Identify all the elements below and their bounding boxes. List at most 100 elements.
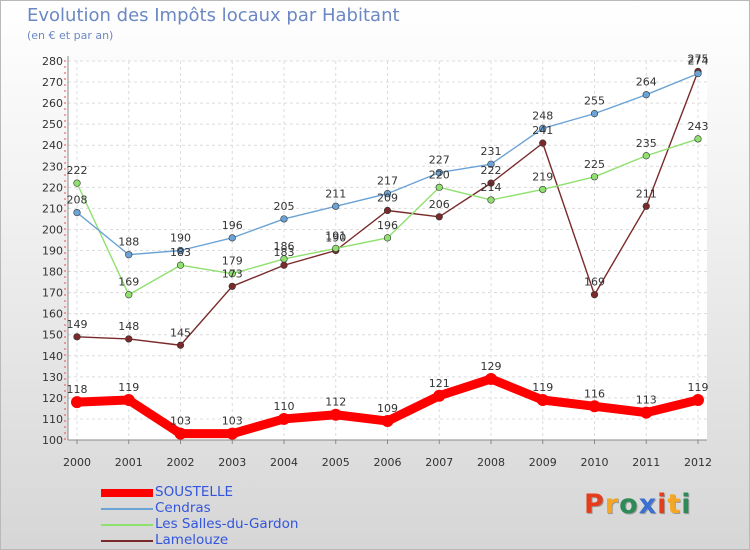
data-label: 113 xyxy=(636,394,657,407)
data-label: 190 xyxy=(325,232,346,245)
x-tick-label: 2012 xyxy=(684,456,712,469)
data-point xyxy=(487,196,495,204)
y-tick-label: 230 xyxy=(42,160,63,173)
legend-label: SOUSTELLE xyxy=(155,484,233,500)
data-point xyxy=(73,209,81,217)
grid-layer xyxy=(68,60,707,441)
series-layer xyxy=(71,67,704,440)
data-label: 214 xyxy=(481,181,502,194)
y-tick-label: 170 xyxy=(42,287,63,300)
data-point xyxy=(640,406,653,419)
data-label: 110 xyxy=(274,400,295,413)
data-point xyxy=(280,261,288,269)
legend-swatch xyxy=(101,540,153,542)
data-point xyxy=(487,179,495,187)
data-point xyxy=(694,135,702,143)
data-label: 116 xyxy=(584,387,605,400)
data-point xyxy=(176,246,185,255)
data-label: 208 xyxy=(67,194,88,207)
data-point xyxy=(73,179,81,187)
data-point xyxy=(381,415,394,428)
data-label: 103 xyxy=(222,415,243,428)
data-label: 119 xyxy=(118,381,139,394)
y-tick-label: 100 xyxy=(42,434,63,447)
data-label: 179 xyxy=(222,255,243,268)
data-point xyxy=(539,139,547,147)
data-label: 243 xyxy=(688,120,709,133)
data-point xyxy=(280,215,288,223)
y-tick-label: 210 xyxy=(42,202,63,215)
data-point xyxy=(122,393,135,406)
y-tick-label: 220 xyxy=(42,181,63,194)
data-label: 119 xyxy=(688,381,709,394)
x-tick-label: 2010 xyxy=(581,456,609,469)
data-point xyxy=(692,393,704,406)
chart-title: Evolution des Impôts locaux par Habitant xyxy=(27,5,400,26)
data-point xyxy=(642,202,650,210)
data-point xyxy=(278,412,290,425)
chart-subtitle: (en € et par an) xyxy=(27,29,114,42)
data-point xyxy=(125,251,133,259)
y-tick-label: 180 xyxy=(42,266,63,279)
data-point xyxy=(588,400,601,413)
y-tick-label: 280 xyxy=(42,55,63,68)
x-tick-label: 2004 xyxy=(270,456,298,469)
x-tick-label: 2005 xyxy=(322,456,350,469)
x-tick-label: 2007 xyxy=(425,456,453,469)
data-point xyxy=(383,190,392,198)
data-point xyxy=(228,270,236,278)
x-tick-label: 2000 xyxy=(63,456,91,469)
y-tick-label: 260 xyxy=(42,97,63,110)
data-point xyxy=(174,427,187,440)
data-point xyxy=(435,213,443,221)
data-label: 209 xyxy=(377,191,398,204)
y-tick-label: 190 xyxy=(42,245,63,258)
data-label: 173 xyxy=(222,267,243,280)
x-tick-label: 2009 xyxy=(529,456,557,469)
x-tick-label: 2002 xyxy=(167,456,195,469)
x-tick-label: 2006 xyxy=(374,456,402,469)
data-point xyxy=(228,234,236,242)
data-label: 148 xyxy=(118,320,139,333)
data-label: 109 xyxy=(377,402,398,415)
data-label: 169 xyxy=(584,276,605,289)
data-point xyxy=(280,255,288,263)
y-tick-label: 240 xyxy=(42,139,63,152)
data-label: 183 xyxy=(274,246,295,259)
data-point xyxy=(435,183,443,191)
y-tick-label: 200 xyxy=(42,223,63,236)
data-point xyxy=(642,152,650,160)
y-tick-label: 150 xyxy=(42,329,63,342)
data-point xyxy=(433,389,446,402)
data-point xyxy=(383,206,392,215)
data-point xyxy=(694,70,702,78)
data-point xyxy=(73,333,81,341)
y-tick-label: 110 xyxy=(42,413,63,426)
data-label: 206 xyxy=(429,198,450,211)
data-label: 211 xyxy=(325,187,346,200)
data-point xyxy=(642,91,650,99)
data-label: 186 xyxy=(274,240,295,253)
y-tick-label: 250 xyxy=(42,118,63,131)
data-label: 169 xyxy=(118,276,139,289)
data-label: 118 xyxy=(67,383,88,396)
data-label: 217 xyxy=(377,175,398,188)
data-label: 274 xyxy=(688,55,709,68)
axis-layer: 1001101201301401501601701801902002102202… xyxy=(42,55,712,469)
data-label: 112 xyxy=(325,396,346,409)
legend-label: Les Salles-du-Gardon xyxy=(155,516,299,532)
data-label: 129 xyxy=(481,360,502,373)
data-label: 205 xyxy=(274,200,295,213)
y-tick-label: 270 xyxy=(42,76,63,89)
data-label: 121 xyxy=(429,377,450,390)
data-label: 196 xyxy=(222,219,243,232)
data-label: 227 xyxy=(429,154,450,167)
x-tick-label: 2003 xyxy=(218,456,246,469)
data-point xyxy=(487,160,495,168)
data-point xyxy=(176,341,185,349)
data-label: 231 xyxy=(481,145,502,158)
y-tick-label: 130 xyxy=(42,371,63,384)
legend-swatch xyxy=(101,489,153,497)
